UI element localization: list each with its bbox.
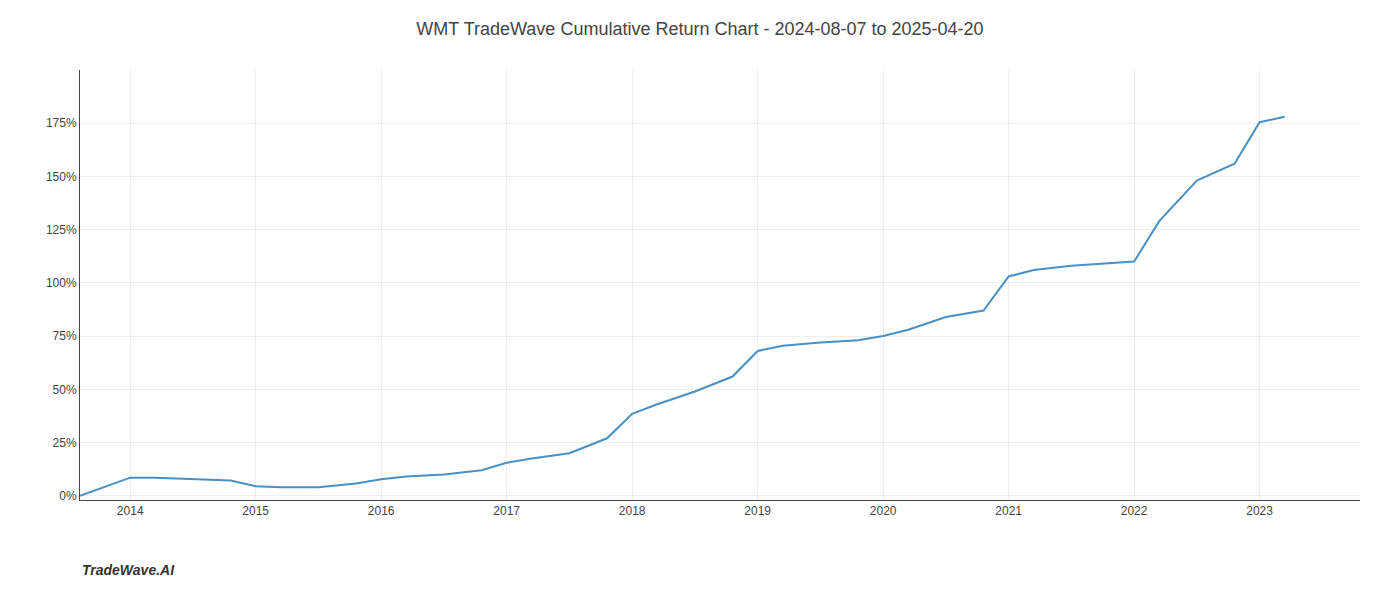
svg-text:150%: 150% xyxy=(46,170,77,184)
svg-text:2019: 2019 xyxy=(744,504,771,518)
svg-text:2022: 2022 xyxy=(1121,504,1148,518)
svg-text:100%: 100% xyxy=(46,276,77,290)
svg-text:0%: 0% xyxy=(59,489,77,503)
svg-text:2017: 2017 xyxy=(493,504,520,518)
svg-text:175%: 175% xyxy=(46,116,77,130)
svg-text:125%: 125% xyxy=(46,223,77,237)
svg-text:75%: 75% xyxy=(53,329,77,343)
svg-text:TradeWave.AI: TradeWave.AI xyxy=(82,562,175,578)
svg-text:25%: 25% xyxy=(53,436,77,450)
svg-text:2015: 2015 xyxy=(242,504,269,518)
svg-text:2020: 2020 xyxy=(870,504,897,518)
svg-text:2014: 2014 xyxy=(117,504,144,518)
svg-text:2021: 2021 xyxy=(995,504,1022,518)
svg-text:2016: 2016 xyxy=(368,504,395,518)
svg-text:50%: 50% xyxy=(53,383,77,397)
svg-text:WMT TradeWave Cumulative Retur: WMT TradeWave Cumulative Return Chart - … xyxy=(416,19,983,39)
svg-text:2023: 2023 xyxy=(1246,504,1273,518)
svg-text:2018: 2018 xyxy=(619,504,646,518)
